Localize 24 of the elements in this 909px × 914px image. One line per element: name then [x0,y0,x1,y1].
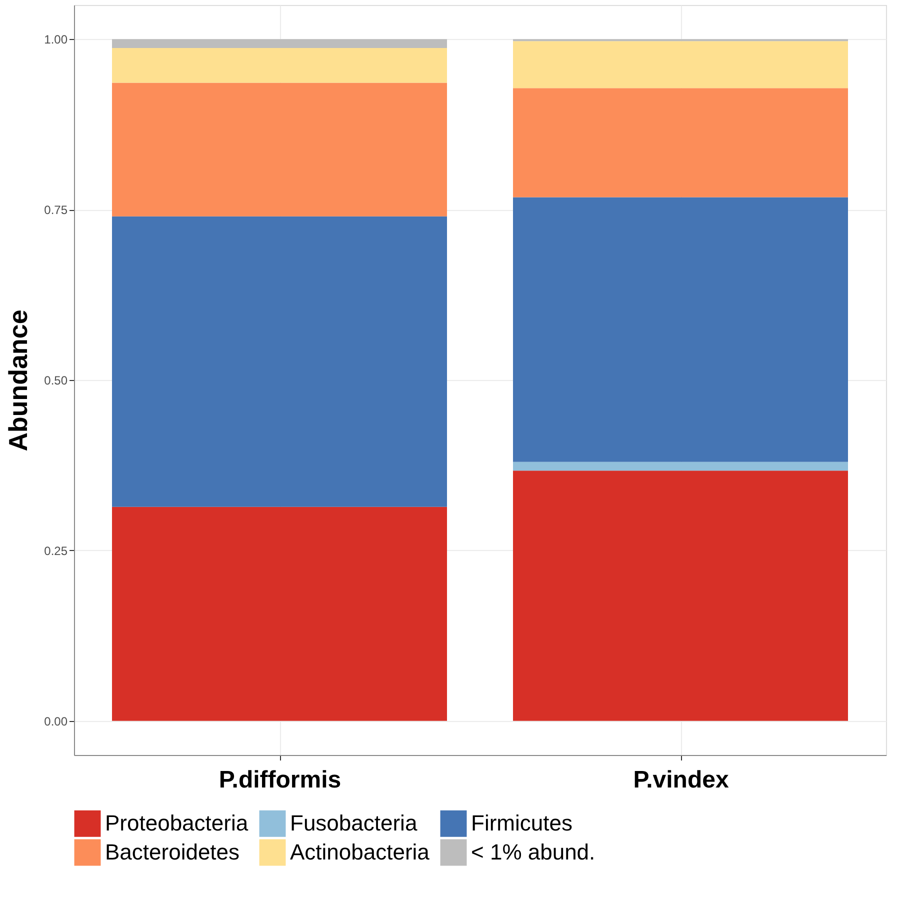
legend-label: Firmicutes [471,810,572,836]
bar [513,197,848,462]
bar [513,462,848,471]
y-axis-title: Abundance [3,310,34,452]
bar [112,506,447,721]
bar [112,39,447,48]
y-tick-label: 0.50 [44,374,68,388]
bar [513,41,848,88]
y-tick-label: 0.25 [44,544,68,558]
y-tick-label: 1.00 [44,32,68,47]
x-tick-label: P.vindex [633,766,730,794]
legend-label: Proteobacteria [105,810,249,836]
legend-label: Fusobacteria [290,810,418,836]
x-tick-label: P.difformis [218,766,342,794]
y-tick-label: 0.00 [44,714,68,728]
bar [112,82,447,216]
legend-label: Bacteroidetes [105,840,240,864]
bar [112,48,447,83]
bar [112,216,447,507]
bar [513,88,848,198]
bar [513,470,848,721]
legend-label: Actinobacteria [290,840,430,864]
y-tick-label: 0.75 [44,203,68,218]
legend-label: < 1% abund. [471,840,596,864]
